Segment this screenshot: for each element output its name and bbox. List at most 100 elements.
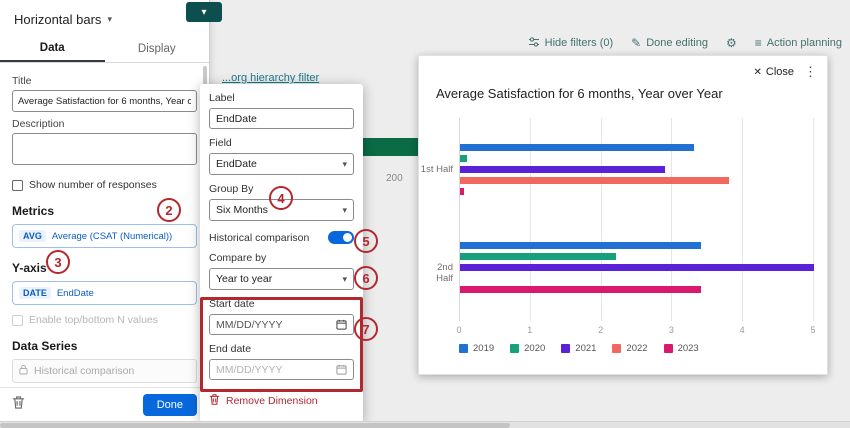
x-tick-label: 4 <box>739 325 745 335</box>
horizontal-scrollbar[interactable] <box>0 421 850 428</box>
bar-2021-2nd-half[interactable] <box>460 264 814 271</box>
yaxis-chip[interactable]: DATE EndDate <box>12 281 197 305</box>
start-date-label: Start date <box>209 298 255 310</box>
legend-item-2022[interactable]: 2022 <box>612 343 648 354</box>
compare-by-label: Compare by <box>209 252 267 264</box>
bar-2020-1st-half[interactable] <box>460 155 468 162</box>
legend-swatch-2019 <box>459 344 468 353</box>
close-label: Close <box>765 66 794 78</box>
metric-chip[interactable]: AVG Average (CSAT (Numerical)) <box>12 224 197 248</box>
field-select-value: EndDate <box>216 158 257 170</box>
start-date-input[interactable]: MM/DD/YYYY <box>209 314 354 335</box>
legend-item-2019[interactable]: 2019 <box>459 343 494 354</box>
legend-label: 2020 <box>524 343 546 354</box>
description-input[interactable] <box>12 133 197 165</box>
collapsed-dropdown-button[interactable]: ▾ <box>186 2 222 22</box>
delete-widget-button[interactable] <box>12 395 25 415</box>
legend-label: 2023 <box>677 343 699 354</box>
data-series-heading: Data Series <box>12 339 78 353</box>
bar-2023-2nd-half[interactable] <box>460 286 701 293</box>
annotation-badge-3: 3 <box>46 250 70 274</box>
chevron-down-icon: ▾ <box>342 204 347 215</box>
show-responses-checkbox-row[interactable]: Show number of responses <box>12 179 197 191</box>
lock-icon <box>19 364 28 378</box>
category-label: 1st Half <box>420 163 453 175</box>
checkbox-icon[interactable] <box>12 179 23 191</box>
filter-sliders-icon <box>528 36 540 50</box>
chevron-down-icon: ▾ <box>342 158 347 169</box>
widget-editor-panel: Horizontal bars ▾ Data Display Title Des… <box>0 0 210 428</box>
field-select-label: Field <box>209 137 232 149</box>
field-select[interactable]: EndDate ▾ <box>209 153 354 175</box>
gridline <box>742 118 744 321</box>
legend-item-2021[interactable]: 2021 <box>561 343 596 354</box>
legend: 2019 2020 2021 2022 2023 <box>459 343 699 354</box>
gridline <box>529 118 531 321</box>
x-tick-label: 0 <box>456 325 462 335</box>
done-editing-button[interactable]: ✎ Done editing <box>631 37 708 49</box>
label-input[interactable] <box>209 108 354 129</box>
hide-filters-button[interactable]: Hide filters (0) <box>528 36 613 50</box>
widget-type-dropdown[interactable]: Horizontal bars ▾ <box>0 0 209 35</box>
group-by-value: Six Months <box>216 204 268 216</box>
widget-type-label: Horizontal bars <box>14 12 102 27</box>
metric-label: Average (CSAT (Numerical)) <box>51 230 173 242</box>
historical-comparison-toggle[interactable] <box>328 231 354 244</box>
x-tick-label: 1 <box>527 325 533 335</box>
calendar-icon[interactable] <box>336 319 347 330</box>
settings-gear-button[interactable]: ⚙ <box>726 37 737 49</box>
kebab-menu-icon[interactable]: ⋮ <box>804 64 817 79</box>
x-tick-label: 3 <box>668 325 674 335</box>
title-input[interactable] <box>12 90 197 112</box>
legend-item-2020[interactable]: 2020 <box>510 343 545 354</box>
title-field-label: Title <box>12 75 32 87</box>
background-axis-value: 200 <box>386 173 403 184</box>
legend-swatch-2021 <box>561 344 571 353</box>
yaxis-tag: DATE <box>19 287 51 299</box>
dashboard-toolbar: Hide filters (0) ✎ Done editing ⚙ ≡ Acti… <box>528 36 842 50</box>
annotation-badge-4: 4 <box>269 186 293 210</box>
action-planning-button[interactable]: ≡ Action planning <box>755 37 842 49</box>
metrics-heading: Metrics <box>12 204 55 218</box>
scrollbar-thumb[interactable] <box>0 423 510 428</box>
chevron-down-icon: ▾ <box>342 273 347 284</box>
compare-by-select[interactable]: Year to year ▾ <box>209 268 354 290</box>
data-series-locked-label: Historical comparison <box>34 365 135 377</box>
gridline <box>459 118 460 321</box>
legend-label: 2022 <box>626 343 648 354</box>
gridline <box>813 118 814 321</box>
label-field-label: Label <box>209 92 235 104</box>
gridline <box>671 118 673 321</box>
end-date-input[interactable]: MM/DD/YYYY <box>209 359 354 380</box>
org-hierarchy-filter-link[interactable]: ...org hierarchy filter <box>222 72 320 84</box>
enable-topbottom-label: Enable top/bottom N values <box>29 314 158 326</box>
legend-swatch-2020 <box>510 344 520 353</box>
chart-title: Average Satisfaction for 6 months, Year … <box>436 86 723 101</box>
bar-2023-1st-half[interactable] <box>460 188 464 195</box>
x-tick-label: 2 <box>598 325 604 335</box>
tab-data[interactable]: Data <box>0 35 105 62</box>
bar-2019-1st-half[interactable] <box>460 144 694 151</box>
bar-2021-1st-half[interactable] <box>460 166 666 173</box>
remove-dimension-button[interactable]: Remove Dimension <box>209 393 354 409</box>
tab-display[interactable]: Display <box>137 42 176 55</box>
close-button[interactable]: ✕ Close <box>753 66 794 78</box>
bar-2022-1st-half[interactable] <box>460 177 730 184</box>
bar-2019-2nd-half[interactable] <box>460 242 701 249</box>
metric-tag: AVG <box>19 230 46 242</box>
bar-2020-2nd-half[interactable] <box>460 253 616 260</box>
annotation-badge-5: 5 <box>354 229 378 253</box>
legend-item-2023[interactable]: 2023 <box>663 343 699 354</box>
editor-tabs: Data Display <box>0 35 209 63</box>
calendar-icon[interactable] <box>336 364 347 375</box>
x-tick-label: 5 <box>810 325 816 335</box>
done-button[interactable]: Done <box>142 393 197 416</box>
gear-icon: ⚙ <box>725 36 737 50</box>
legend-label: 2019 <box>473 343 495 354</box>
legend-label: 2021 <box>575 343 597 354</box>
remove-dimension-label: Remove Dimension <box>226 395 318 407</box>
bar-chart: 0 1 2 3 4 5 1st Half 2nd Half 2019 2020 2021 2022 20… <box>419 56 827 374</box>
chevron-down-icon: ▾ <box>201 6 207 18</box>
historical-comparison-row: Historical comparison <box>209 231 354 244</box>
